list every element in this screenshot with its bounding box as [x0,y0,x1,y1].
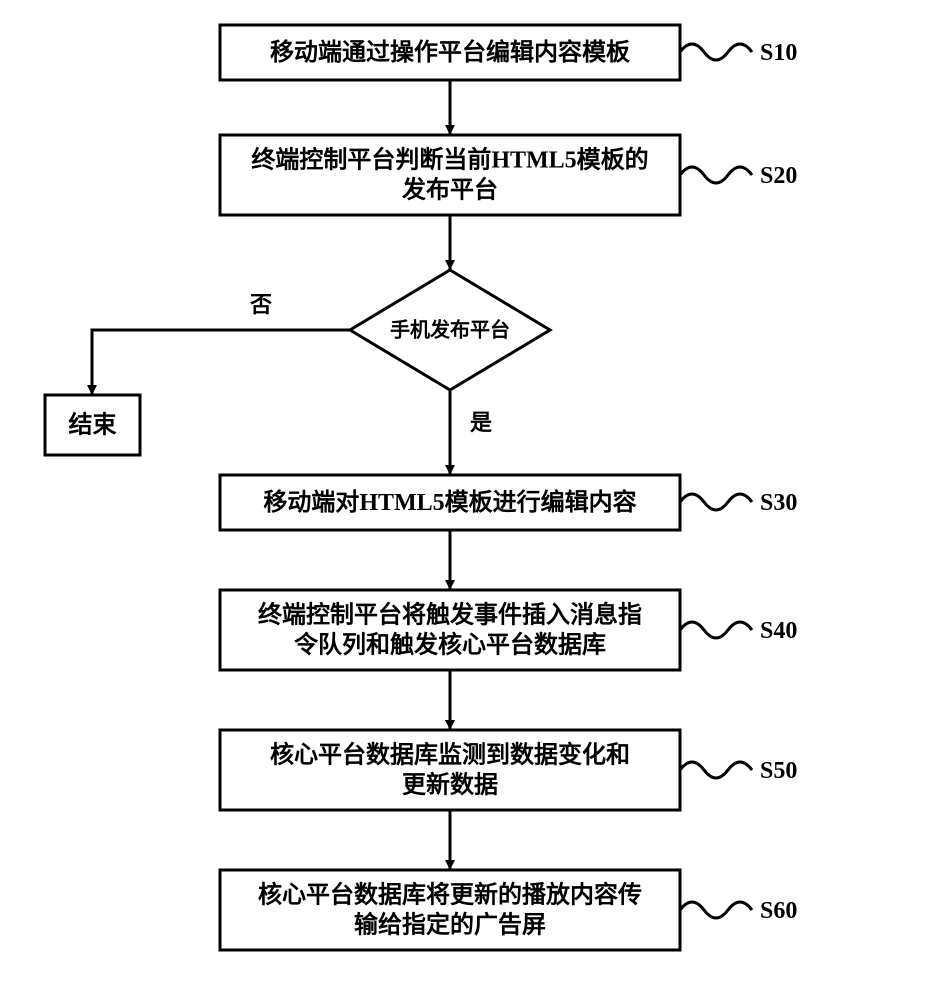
step-label-s60: S60 [760,898,797,924]
node-s20: 终端控制平台判断当前HTML5模板的发布平台 [220,135,680,215]
node-s20-text-0: 终端控制平台判断当前HTML5模板的 [251,146,648,174]
nodes-group: 移动端通过操作平台编辑内容模板终端控制平台判断当前HTML5模板的发布平台手机发… [45,25,680,950]
tilde-s30 [680,494,752,510]
node-s30: 移动端对HTML5模板进行编辑内容 [220,475,680,530]
node-s20-text-1: 发布平台 [401,176,498,204]
node-s40: 终端控制平台将触发事件插入消息指令队列和触发核心平台数据库 [220,590,680,670]
step-label-s20: S20 [760,163,797,189]
edge-label-否: 否 [249,292,272,317]
node-d1: 手机发布平台 [350,270,550,390]
edge-label-是: 是 [470,410,492,435]
node-end: 结束 [45,395,140,455]
node-s60: 核心平台数据库将更新的播放内容传输给指定的广告屏 [220,870,680,950]
step-label-s40: S40 [760,618,797,644]
tilde-s10 [680,44,752,60]
tilde-s20 [680,167,752,183]
node-s40-text-0: 终端控制平台将触发事件插入消息指 [258,601,642,629]
flowchart-diagram: 否是移动端通过操作平台编辑内容模板终端控制平台判断当前HTML5模板的发布平台手… [0,0,950,1000]
node-s30-text-0: 移动端对HTML5模板进行编辑内容 [263,488,636,516]
node-s50: 核心平台数据库监测到数据变化和更新数据 [220,730,680,810]
node-end-text-0: 结束 [69,412,118,439]
tilde-s40 [680,622,752,638]
step-labels-group: S10 S20 S30 S40 S50 S60 [680,40,797,924]
step-label-s30: S30 [760,490,797,516]
node-s60-text-1: 输给指定的广告屏 [354,911,546,939]
tilde-s50 [680,762,752,778]
node-d1-text: 手机发布平台 [390,318,510,342]
node-s60-text-0: 核心平台数据库将更新的播放内容传 [258,881,642,909]
edge-d1-end [92,330,350,395]
node-s10: 移动端通过操作平台编辑内容模板 [220,25,680,80]
node-s10-text-0: 移动端通过操作平台编辑内容模板 [270,38,631,66]
node-s50-text-0: 核心平台数据库监测到数据变化和 [270,741,630,769]
tilde-s60 [680,902,752,918]
node-s40-text-1: 令队列和触发核心平台数据库 [294,631,606,659]
node-s50-text-1: 更新数据 [402,771,498,799]
step-label-s10: S10 [760,40,797,66]
step-label-s50: S50 [760,758,797,784]
